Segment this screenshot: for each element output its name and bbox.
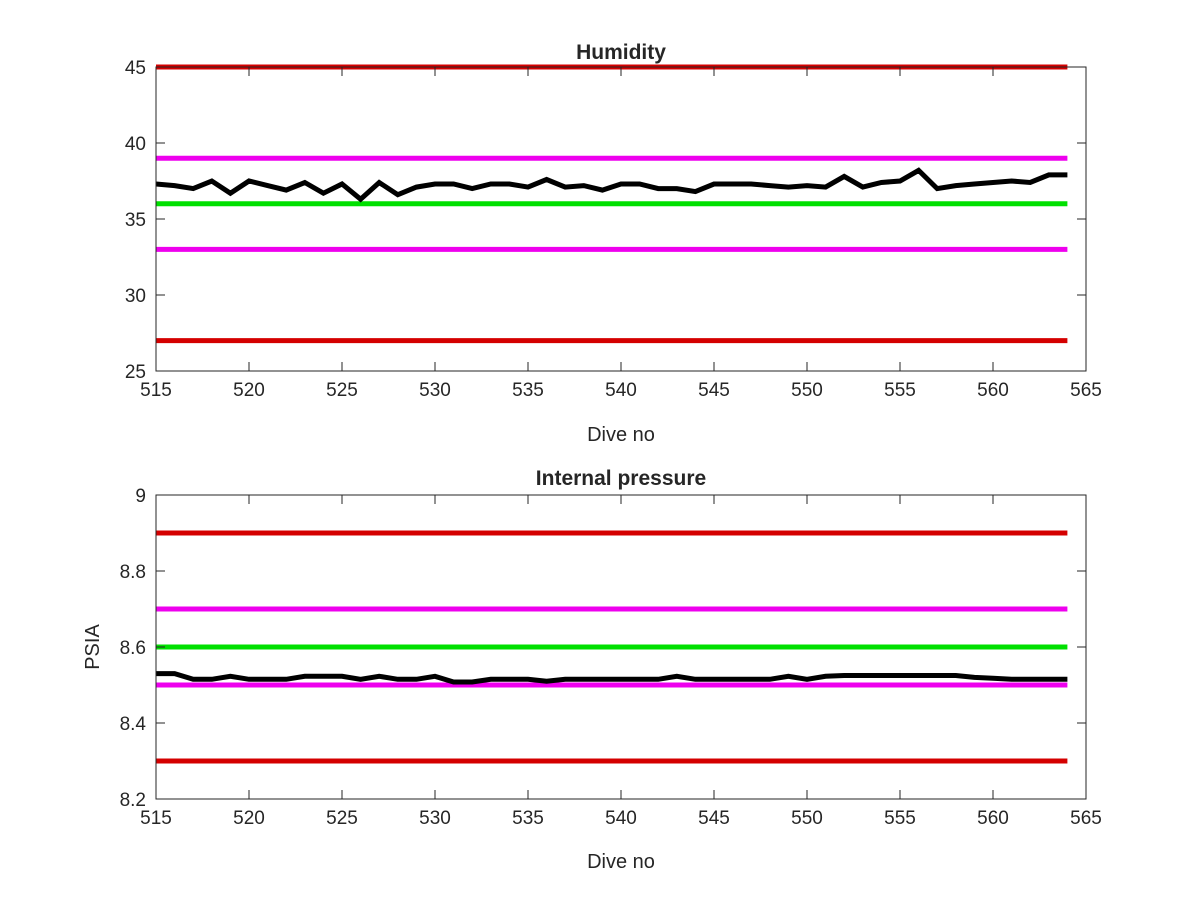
pressure-x-tick-label: 550 <box>791 808 823 829</box>
pressure-chart-title: Internal pressure <box>536 467 706 490</box>
humidity-x-tick-label: 520 <box>233 380 265 401</box>
pressure-x-ticks: 515 520 525 530 535 540 545 550 555 560 565 <box>140 495 1102 829</box>
humidity-y-ticks: 25 30 35 40 45 <box>125 58 1086 383</box>
humidity-series-line-0 <box>155 167 1068 203</box>
humidity-x-tick-label: 550 <box>791 380 823 401</box>
pressure-y-tick-label: 8.2 <box>120 790 146 811</box>
humidity-x-tick-label: 555 <box>884 380 916 401</box>
humidity-panel: 515 520 525 530 535 540 545 550 555 560 565 25 30 35… <box>125 41 1102 446</box>
pressure-x-tick-label: 525 <box>326 808 358 829</box>
humidity-plot-area <box>156 67 1086 371</box>
humidity-y-tick-label: 35 <box>125 210 146 231</box>
pressure-x-tick-label: 535 <box>512 808 544 829</box>
humidity-x-tick-label: 560 <box>977 380 1009 401</box>
humidity-x-tick-label: 515 <box>140 380 172 401</box>
humidity-x-tick-label: 525 <box>326 380 358 401</box>
pressure-x-tick-label: 530 <box>419 808 451 829</box>
pressure-x-tick-label: 515 <box>140 808 172 829</box>
pressure-x-axis-label: Dive no <box>587 851 655 873</box>
pressure-series-line-0 <box>156 671 1068 685</box>
internal-pressure-panel: 515 520 525 530 535 540 545 550 555 560 565 8.2 8.4… <box>82 467 1102 873</box>
pressure-x-tick-label: 555 <box>884 808 916 829</box>
humidity-y-tick-label: 40 <box>125 134 146 155</box>
humidity-x-tick-label: 540 <box>605 380 637 401</box>
pressure-x-tick-label: 545 <box>698 808 730 829</box>
humidity-x-ticks: 515 520 525 530 535 540 545 550 555 560 565 <box>140 67 1102 401</box>
pressure-y-tick-label: 9 <box>135 486 146 507</box>
humidity-chart-title: Humidity <box>576 41 666 64</box>
pressure-threshold-lines <box>156 530 1068 764</box>
humidity-y-tick-label: 30 <box>125 286 146 307</box>
pressure-y-tick-label: 8.4 <box>120 714 147 735</box>
pressure-x-tick-label: 565 <box>1070 808 1102 829</box>
humidity-y-tick-label: 45 <box>125 58 146 79</box>
pressure-y-tick-label: 8.6 <box>120 638 146 659</box>
humidity-x-tick-label: 545 <box>698 380 730 401</box>
pressure-y-axis-label: PSIA <box>82 624 104 670</box>
humidity-y-tick-label: 25 <box>125 362 146 383</box>
humidity-x-axis-label: Dive no <box>587 424 655 446</box>
pressure-y-tick-label: 8.8 <box>120 562 146 583</box>
pressure-x-tick-label: 540 <box>605 808 637 829</box>
humidity-x-tick-label: 565 <box>1070 380 1102 401</box>
pressure-x-tick-label: 560 <box>977 808 1009 829</box>
humidity-x-tick-label: 535 <box>512 380 544 401</box>
pressure-y-ticks: 8.2 8.4 8.6 8.8 9 <box>120 486 1086 811</box>
pressure-x-tick-label: 520 <box>233 808 265 829</box>
humidity-x-tick-label: 530 <box>419 380 451 401</box>
humidity-series-group <box>155 167 1068 203</box>
pressure-series-group <box>156 671 1068 685</box>
